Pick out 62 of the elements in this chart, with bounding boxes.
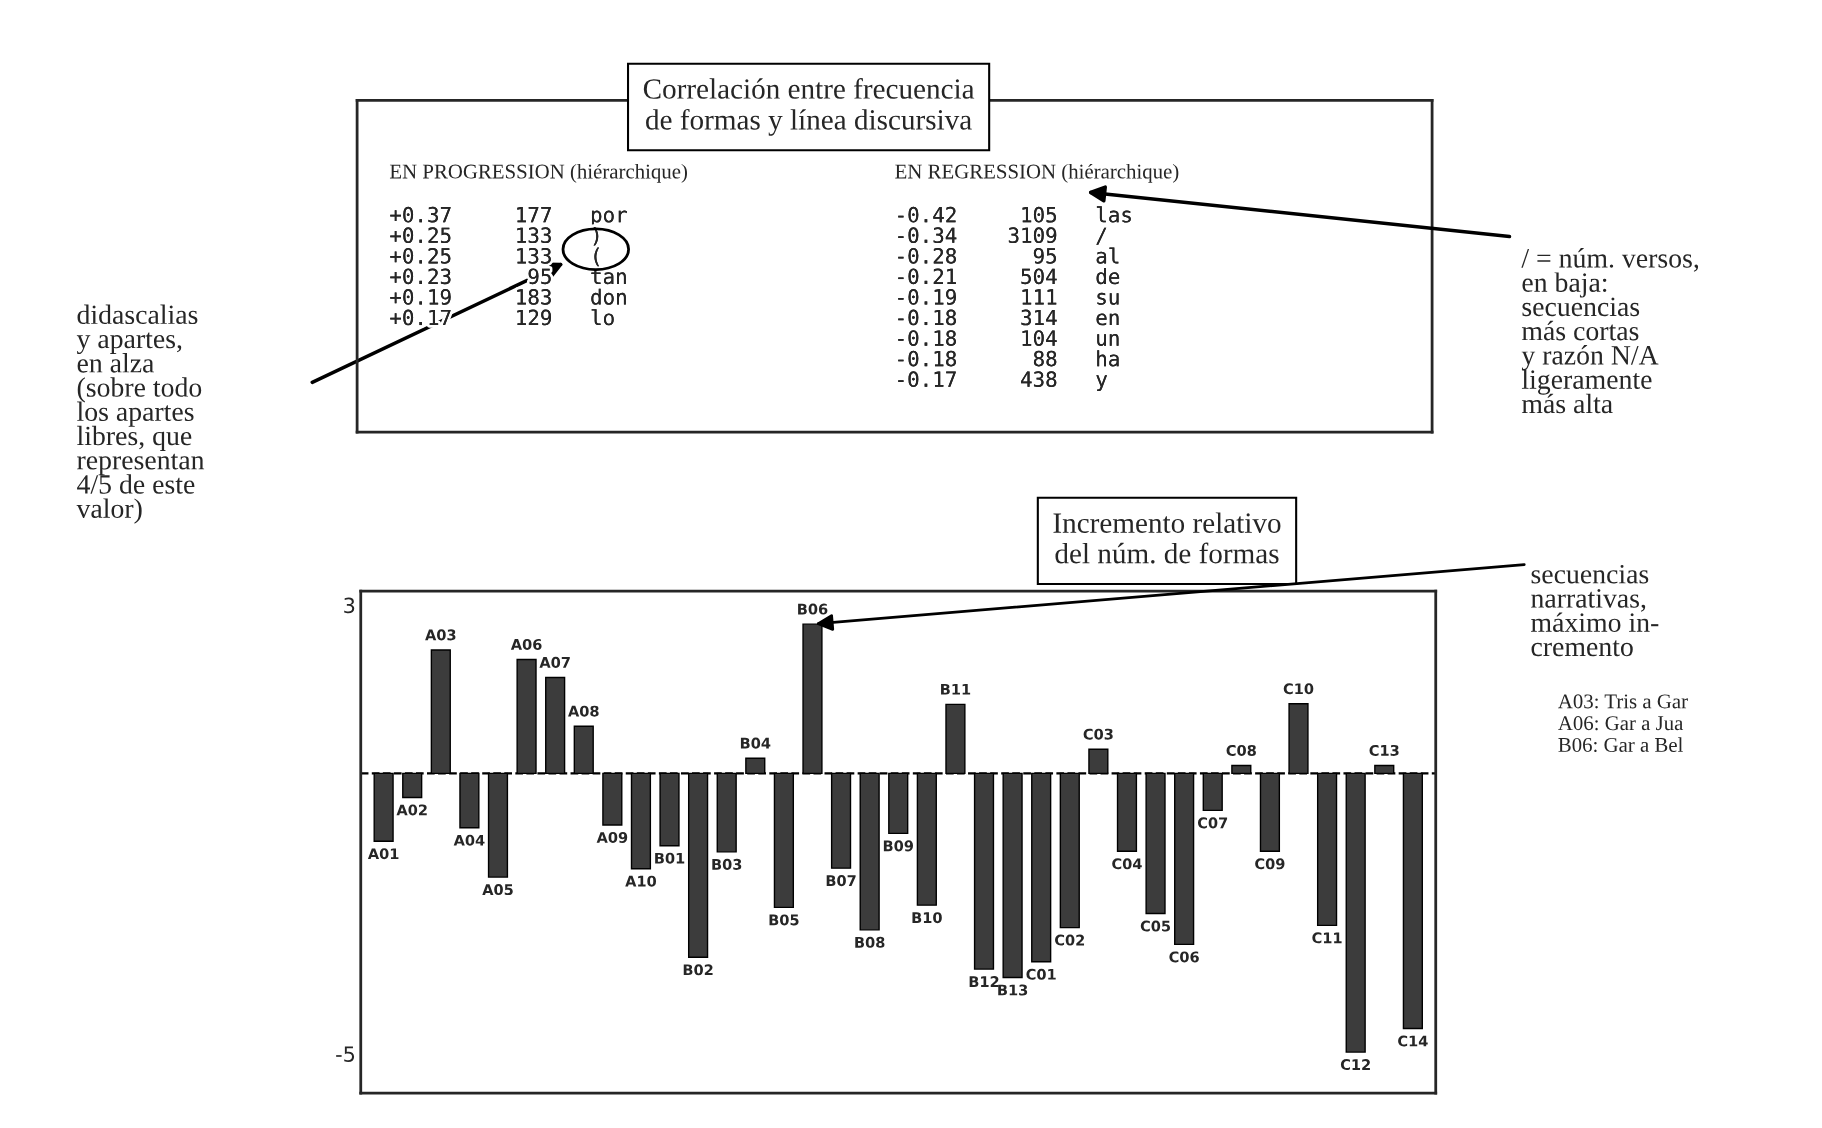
category-label: A05 <box>482 884 513 896</box>
text: +0.37 177 por <box>390 206 627 227</box>
text: Correlación entre frecuencia de formas y línea discursiva <box>643 78 975 136</box>
category-label: A04 <box>453 834 485 846</box>
text: -0.42 105 las <box>898 206 1131 223</box>
chart-title: Incremento relativo del núm. de formas <box>1053 512 1281 564</box>
category-label: C05 <box>1140 920 1171 932</box>
category-label: B04 <box>740 737 771 749</box>
text: -0.28 95 al <box>898 247 1119 264</box>
text: EN PROGRESSION (hiérarchique) <box>389 163 688 183</box>
category-label: A06 <box>510 638 542 650</box>
text: -0.18 104 un <box>898 330 1119 346</box>
category-label: B05 <box>769 914 799 926</box>
category-label: C08 <box>1226 744 1256 756</box>
category-label: C09 <box>1255 858 1285 870</box>
category-label: A02 <box>396 804 427 816</box>
text: A03: Tris a Gar A06: Gar a Jua B06: Gar a Bel <box>1558 694 1688 753</box>
category-label: A01 <box>367 848 399 860</box>
category-label: C01 <box>1026 968 1056 980</box>
category-label: C02 <box>1055 934 1085 946</box>
category-label: C11 <box>1312 932 1342 944</box>
category-label: B12 <box>969 976 999 987</box>
annotation: secuencias narrativas, máximo in- cremento <box>1531 564 1659 657</box>
category-label: A08 <box>568 705 599 717</box>
category-label: A07 <box>539 656 570 668</box>
y-tick-label: 3 <box>344 597 355 614</box>
category-label: B09 <box>883 840 914 852</box>
category-label: C12 <box>1340 1059 1370 1071</box>
category-label: B06 <box>798 603 828 615</box>
text: didascalias y apartes, en alza (sobre todo los apartes libres, que representan 4/5 de este valor) <box>76 304 205 524</box>
category-label: B02 <box>683 964 713 976</box>
text: -0.21 504 de <box>898 268 1120 285</box>
category-label: C13 <box>1369 744 1399 756</box>
category-label: B13 <box>998 984 1028 996</box>
category-label: B10 <box>912 912 942 924</box>
text: -0.34 3109 / <box>898 227 1107 245</box>
text: / = núm. versos, en baja: secuencias más cortas y razón N/A ligeramente más alta <box>1521 248 1699 414</box>
category-label: C04 <box>1112 858 1142 870</box>
text: +0.19 183 don <box>390 288 626 305</box>
text: -0.18 88 ha <box>898 350 1119 367</box>
category-label: A10 <box>625 875 657 887</box>
text: -0.17 438 y <box>898 371 1108 392</box>
category-label: B03 <box>712 858 742 870</box>
category-label: B11 <box>941 683 971 695</box>
text: -0.19 111 su <box>898 289 1119 305</box>
bar <box>945 703 966 775</box>
text: -0.18 314 en <box>898 309 1119 326</box>
category-label: C03 <box>1083 728 1113 740</box>
text: +0.17 129 lo <box>390 309 614 326</box>
category-label: B08 <box>855 936 885 948</box>
category-label: C07 <box>1197 817 1228 829</box>
category-label: A03 <box>425 629 456 641</box>
bar <box>1088 748 1109 775</box>
category-label: B07 <box>826 875 856 887</box>
category-label: B01 <box>655 852 685 864</box>
y-tick-label: -5 <box>336 1046 355 1062</box>
category-label: C06 <box>1169 951 1199 963</box>
text: EN REGRESSION (hiérarchique) <box>895 163 1179 183</box>
category-label: A09 <box>596 831 628 843</box>
category-label: C10 <box>1283 683 1314 695</box>
category-label: C14 <box>1398 1035 1428 1047</box>
text: +0.25 133 ( <box>390 247 600 267</box>
